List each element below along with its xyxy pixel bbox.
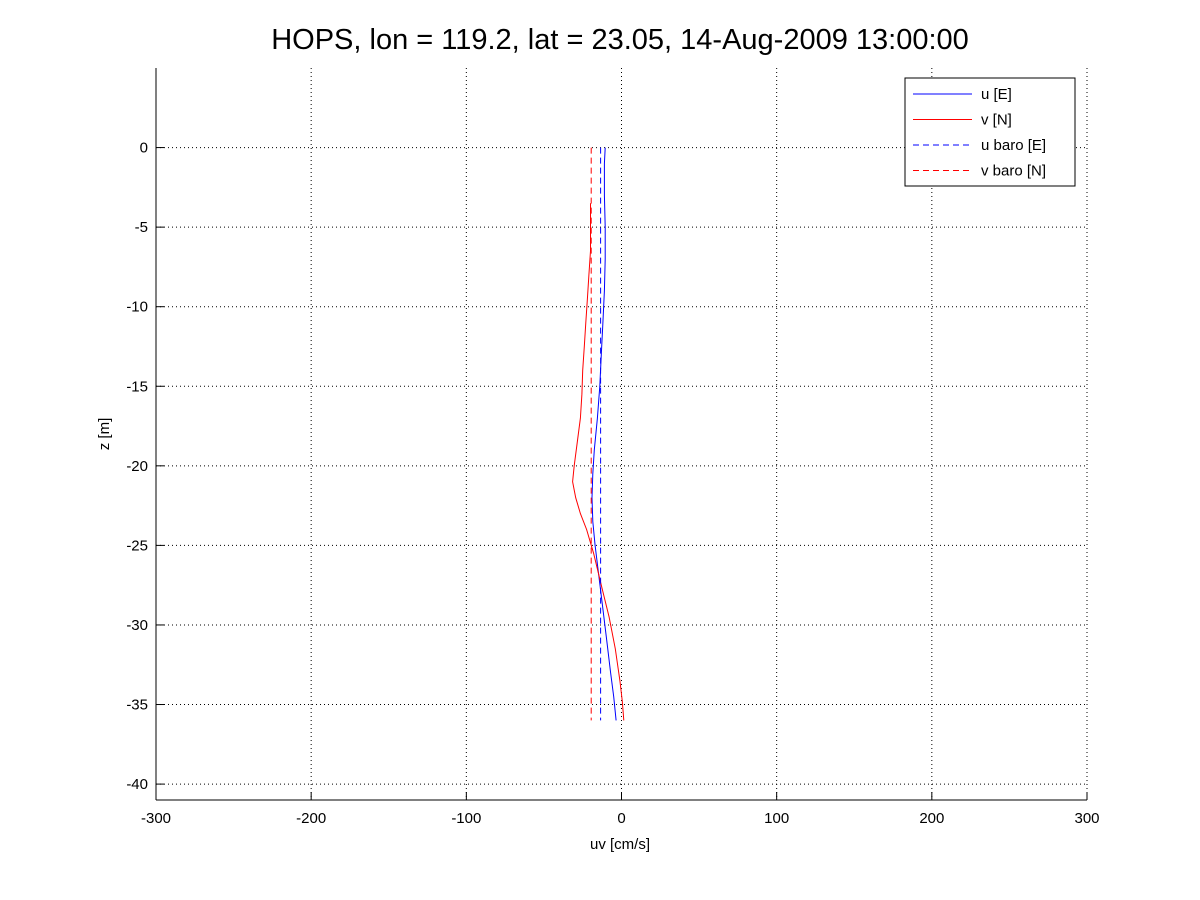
legend-box — [904, 77, 1076, 187]
series-line-1 — [591, 147, 617, 721]
x-tick-label: -100 — [451, 810, 481, 827]
y-tick-label: -10 — [126, 299, 148, 316]
x-tick-label: -300 — [141, 810, 171, 827]
y-tick-label: -35 — [126, 697, 148, 714]
y-tick-label: -30 — [126, 617, 148, 634]
series-layer — [572, 147, 625, 721]
tick-label-layer: -300 -200 -100 0 100 200 300 0 -5 -10 -15 -20 -25 -30… — [126, 140, 1099, 827]
y-axis-label: z [m] — [96, 418, 113, 451]
x-tick-label: 200 — [919, 810, 944, 827]
y-tick-label: 0 — [140, 140, 148, 157]
y-tick-label: -40 — [126, 776, 148, 793]
y-tick-label: -25 — [126, 537, 148, 554]
y-tick-label: -20 — [126, 458, 148, 475]
chart-title: HOPS, lon = 119.2, lat = 23.05, 14-Aug-2… — [271, 24, 969, 56]
series-line-2 — [572, 203, 625, 721]
legend-label: u baro [E] — [981, 137, 1046, 154]
y-tick-label: -15 — [126, 378, 148, 395]
legend-label: v baro [N] — [981, 163, 1046, 180]
x-tick-label: -200 — [296, 810, 326, 827]
legend: u [E] v [N] u baro [E] v baro [N] — [904, 77, 1076, 187]
legend-label: u [E] — [981, 86, 1012, 103]
legend-label: v [N] — [981, 112, 1012, 129]
x-axis-label: uv [cm/s] — [590, 836, 650, 853]
tick-layer — [155, 147, 1088, 800]
legend-entries: u [E] v [N] u baro [E] v baro [N] — [913, 86, 1046, 180]
x-tick-label: 100 — [764, 810, 789, 827]
y-tick-label: -5 — [135, 219, 148, 236]
x-tick-label: 0 — [617, 810, 625, 827]
x-tick-label: 300 — [1074, 810, 1099, 827]
